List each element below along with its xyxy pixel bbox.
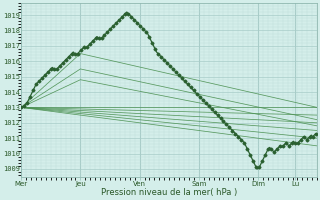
X-axis label: Pression niveau de la mer( hPa ): Pression niveau de la mer( hPa ) — [101, 188, 237, 197]
